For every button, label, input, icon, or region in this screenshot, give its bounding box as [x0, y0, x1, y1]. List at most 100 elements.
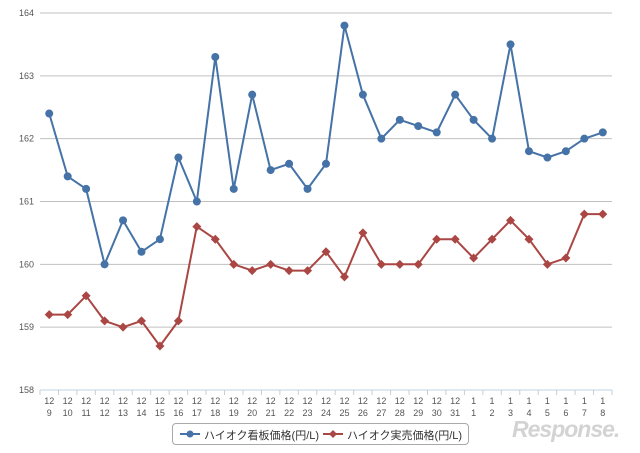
data-point — [524, 147, 533, 156]
data-point — [322, 159, 330, 168]
data-point — [432, 128, 441, 137]
data-point — [100, 316, 110, 326]
data-point — [469, 115, 478, 124]
x-tick-label-month: 12 — [192, 396, 202, 406]
data-point — [266, 259, 276, 269]
legend-swatch-blue — [180, 430, 200, 438]
y-tick-label: 164 — [19, 8, 34, 18]
x-tick-label-day: 28 — [395, 408, 405, 418]
data-point — [358, 228, 368, 238]
response-logo-watermark: Response. — [512, 416, 620, 442]
x-tick-label-month: 12 — [118, 396, 128, 406]
x-tick-label-month: 12 — [229, 396, 239, 406]
x-tick-label-month: 12 — [173, 396, 183, 406]
data-point — [395, 115, 404, 124]
y-tick-label: 158 — [19, 385, 34, 395]
data-point — [377, 134, 386, 143]
data-point — [81, 291, 91, 301]
data-point — [506, 215, 516, 225]
data-point — [63, 310, 73, 320]
x-tick-label-day: 29 — [413, 408, 423, 418]
data-point — [192, 222, 202, 232]
data-point — [358, 90, 367, 99]
data-point — [136, 316, 146, 326]
x-tick-label-month: 12 — [321, 396, 331, 406]
x-tick-label-month: 12 — [376, 396, 386, 406]
data-point — [339, 272, 349, 282]
data-point — [82, 184, 91, 193]
data-point — [155, 341, 165, 351]
data-point — [247, 266, 257, 276]
data-point — [395, 259, 405, 269]
x-tick-label-day: 2 — [490, 408, 495, 418]
data-point — [285, 159, 294, 168]
x-tick-label-day: 1 — [471, 408, 476, 418]
series-lines — [44, 21, 608, 351]
data-point — [155, 235, 164, 244]
data-point — [561, 253, 571, 263]
x-tick-label-month: 12 — [395, 396, 405, 406]
data-point — [543, 153, 552, 162]
data-point — [580, 134, 589, 143]
x-tick-label-month: 12 — [413, 396, 423, 406]
data-point — [432, 234, 442, 244]
data-point — [248, 90, 257, 99]
data-point — [414, 122, 423, 131]
data-point — [598, 209, 608, 219]
data-point — [119, 216, 128, 225]
x-tick-label-month: 12 — [100, 396, 110, 406]
data-point — [174, 153, 183, 162]
x-tick-label-day: 4 — [526, 408, 531, 418]
y-tick-label: 159 — [19, 322, 34, 332]
x-tick-label-day: 19 — [229, 408, 239, 418]
y-tick-label: 162 — [19, 134, 34, 144]
x-tick-label-day: 6 — [563, 408, 568, 418]
x-tick-label-day: 16 — [173, 408, 183, 418]
data-point — [137, 247, 146, 256]
x-tick-label-day: 25 — [339, 408, 349, 418]
x-tick-label-month: 12 — [136, 396, 146, 406]
data-point — [450, 234, 460, 244]
x-tick-label-day: 17 — [192, 408, 202, 418]
x-tick-label-month: 1 — [471, 396, 476, 406]
x-tick-label-month: 12 — [266, 396, 276, 406]
y-tick-label: 161 — [19, 197, 34, 207]
x-tick-label-day: 26 — [358, 408, 368, 418]
y-tick-label: 160 — [19, 259, 34, 269]
x-tick-label-day: 13 — [118, 408, 128, 418]
data-point — [303, 266, 313, 276]
data-point — [340, 21, 349, 30]
x-tick-label-day: 23 — [303, 408, 313, 418]
x-tick-label-month: 12 — [284, 396, 294, 406]
data-point — [451, 90, 460, 99]
x-tick-label-day: 27 — [376, 408, 386, 418]
x-tick-label-day: 10 — [63, 408, 73, 418]
data-point — [266, 166, 275, 175]
x-tick-label-day: 3 — [508, 408, 513, 418]
x-tick-label-month: 12 — [339, 396, 349, 406]
data-point — [100, 260, 109, 269]
data-point — [210, 234, 220, 244]
data-point — [524, 234, 534, 244]
data-point — [211, 52, 220, 61]
x-tick-label-day: 5 — [545, 408, 550, 418]
data-point — [506, 40, 515, 49]
x-tick-label-month: 1 — [526, 396, 531, 406]
x-tick-label-day: 22 — [284, 408, 294, 418]
x-tick-label-month: 12 — [450, 396, 460, 406]
x-tick-label-month: 1 — [508, 396, 513, 406]
data-point — [63, 172, 72, 181]
x-tick-label-month: 12 — [358, 396, 368, 406]
x-tick-label-month: 12 — [247, 396, 257, 406]
data-point — [321, 247, 331, 257]
gridlines — [40, 12, 612, 328]
x-tick-label-month: 1 — [582, 396, 587, 406]
x-tick-label-month: 12 — [303, 396, 313, 406]
data-point — [44, 310, 54, 320]
y-tick-labels: 158 159 160 161 162 163 164 — [19, 8, 34, 395]
data-point — [45, 109, 54, 118]
x-tick-label-day: 30 — [432, 408, 442, 418]
x-tick-label-month: 12 — [63, 396, 73, 406]
x-tick-label-day: 20 — [247, 408, 257, 418]
